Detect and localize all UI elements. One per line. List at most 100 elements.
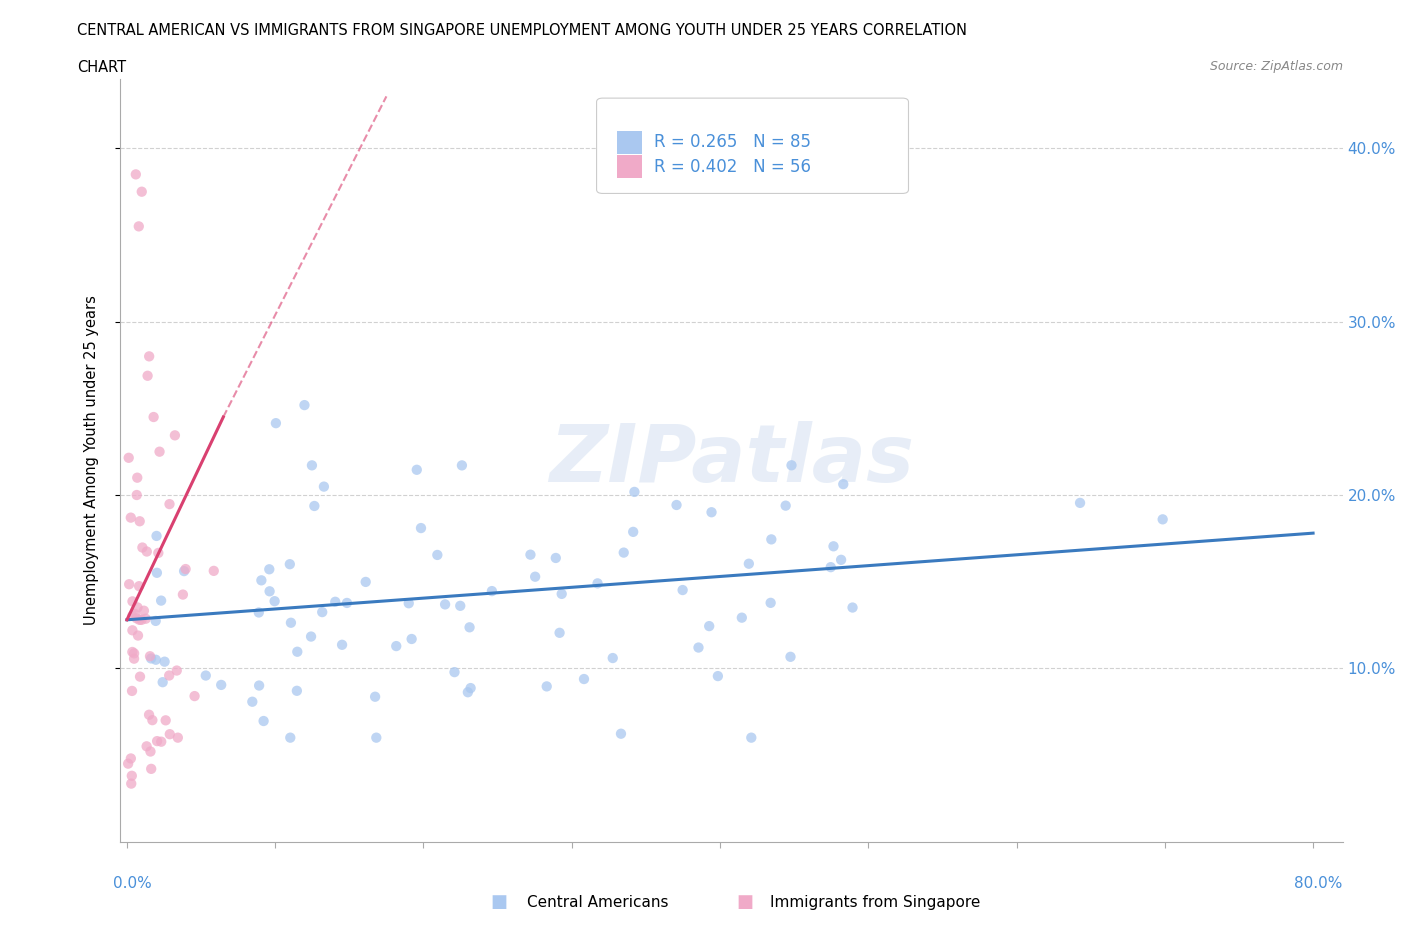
Point	[127, 471, 149, 485]
Point	[548, 625, 571, 640]
Text: ■: ■	[491, 893, 508, 911]
Point	[135, 611, 157, 626]
Point	[132, 604, 155, 618]
Point	[294, 398, 316, 413]
Point	[280, 616, 302, 631]
Point	[136, 368, 159, 383]
Point	[536, 679, 558, 694]
Point	[707, 669, 730, 684]
Point	[285, 684, 308, 698]
Point	[121, 644, 143, 659]
Point	[125, 487, 148, 502]
Point	[672, 582, 695, 597]
Point	[150, 735, 173, 750]
Point	[434, 597, 457, 612]
Point	[139, 649, 162, 664]
Point	[153, 654, 176, 669]
Point	[127, 600, 149, 615]
Point	[263, 593, 285, 608]
Point	[264, 416, 287, 431]
Point	[138, 708, 160, 723]
Point	[131, 184, 153, 199]
Point	[621, 525, 644, 539]
Point	[731, 610, 754, 625]
Point	[128, 219, 150, 233]
Point	[139, 651, 162, 666]
Point	[336, 595, 359, 610]
Point	[613, 545, 636, 560]
Point	[135, 738, 157, 753]
Point	[449, 598, 471, 613]
Point	[779, 649, 801, 664]
Point	[155, 713, 177, 728]
Point	[700, 505, 723, 520]
Point	[665, 498, 688, 512]
Text: 80.0%: 80.0%	[1295, 876, 1343, 891]
Point	[166, 663, 188, 678]
Point	[128, 513, 150, 528]
Point	[586, 576, 609, 591]
Text: R = 0.265   N = 85: R = 0.265 N = 85	[654, 133, 811, 152]
Point	[146, 734, 169, 749]
Point	[120, 511, 142, 525]
FancyBboxPatch shape	[617, 155, 641, 179]
Point	[697, 618, 720, 633]
Text: Immigrants from Singapore: Immigrants from Singapore	[770, 895, 981, 910]
Point	[780, 458, 803, 472]
Point	[551, 587, 574, 602]
Point	[761, 532, 783, 547]
Point	[122, 646, 145, 661]
Point	[775, 498, 797, 513]
Point	[323, 594, 346, 609]
Point	[278, 730, 301, 745]
Point	[610, 726, 633, 741]
Point	[247, 678, 270, 693]
Point	[572, 671, 595, 686]
Point	[120, 777, 142, 791]
Point	[183, 688, 205, 703]
Point	[544, 551, 567, 565]
Point	[832, 477, 855, 492]
Point	[118, 577, 141, 591]
Point	[759, 595, 782, 610]
Point	[250, 573, 273, 588]
Text: Central Americans: Central Americans	[527, 895, 669, 910]
Point	[142, 409, 165, 424]
Point	[146, 565, 169, 580]
Point	[127, 628, 149, 643]
Y-axis label: Unemployment Among Youth under 25 years: Unemployment Among Youth under 25 years	[84, 296, 98, 625]
Point	[117, 756, 139, 771]
Point	[163, 428, 186, 443]
Text: CENTRAL AMERICAN VS IMMIGRANTS FROM SINGAPORE UNEMPLOYMENT AMONG YOUTH UNDER 25 : CENTRAL AMERICAN VS IMMIGRANTS FROM SING…	[77, 23, 967, 38]
Point	[141, 762, 163, 777]
Point	[157, 668, 180, 683]
Point	[145, 652, 167, 667]
Point	[366, 730, 388, 745]
Point	[121, 594, 143, 609]
Point	[409, 521, 432, 536]
Point	[145, 614, 167, 629]
Text: CHART: CHART	[77, 60, 127, 75]
Point	[259, 584, 281, 599]
Point	[120, 751, 142, 766]
Point	[148, 546, 170, 561]
Point	[426, 548, 449, 563]
Point	[209, 677, 232, 692]
Point	[240, 695, 263, 710]
Point	[820, 560, 842, 575]
Point	[121, 608, 143, 623]
Point	[135, 544, 157, 559]
Point	[451, 458, 474, 472]
Point	[623, 485, 645, 499]
FancyBboxPatch shape	[617, 131, 641, 153]
Point	[138, 349, 160, 364]
Point	[299, 629, 322, 644]
Text: Source: ZipAtlas.com: Source: ZipAtlas.com	[1209, 60, 1343, 73]
Point	[152, 675, 174, 690]
Point	[740, 730, 762, 745]
Point	[172, 587, 194, 602]
Point	[688, 640, 710, 655]
Point	[278, 557, 301, 572]
Point	[124, 606, 146, 621]
Point	[173, 564, 195, 578]
